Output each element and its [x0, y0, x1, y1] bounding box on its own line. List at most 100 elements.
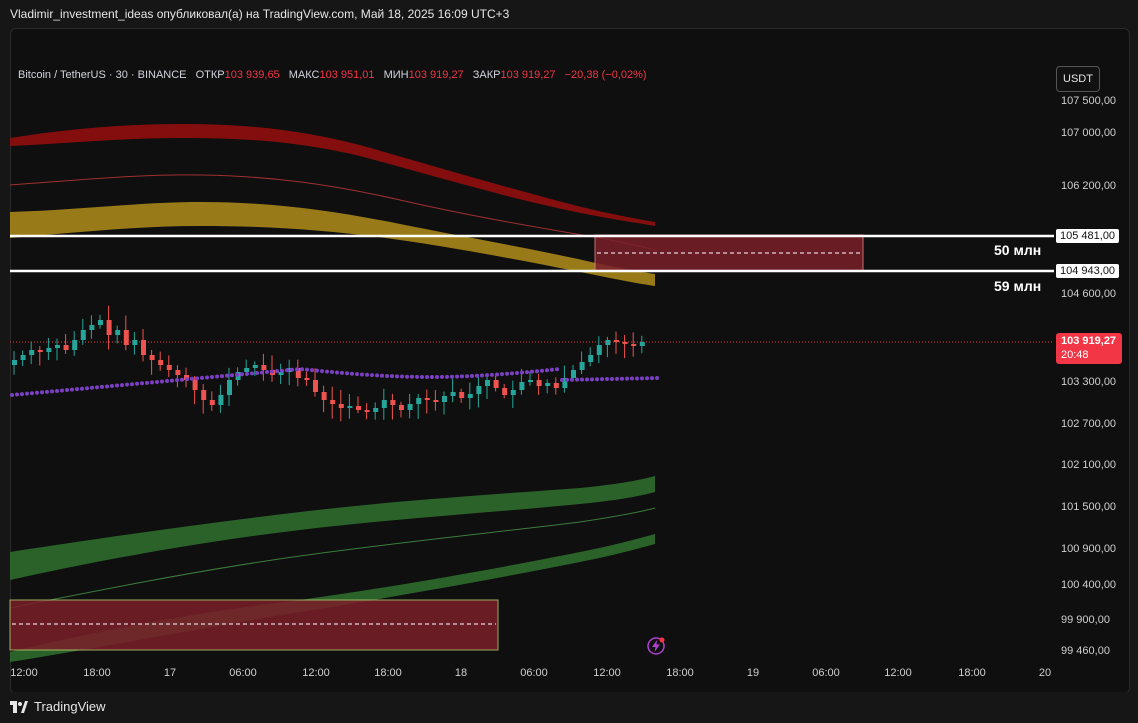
candle-body — [46, 348, 52, 352]
level-price-lower: 104 943,00 — [1056, 264, 1120, 278]
current-price-value: 103 919,27 — [1061, 335, 1117, 347]
vwap-dot — [90, 385, 94, 390]
vwap-dot — [175, 378, 179, 383]
publish-header: Vladimir_investment_ideas опубликовал(а)… — [0, 0, 1138, 28]
vwap-dot — [105, 384, 109, 389]
candle-body — [106, 320, 112, 335]
close-label: ЗАКР — [472, 69, 501, 81]
currency-button[interactable]: USDT — [1056, 66, 1100, 92]
price-axis-label: 100 900,00 — [1061, 543, 1117, 555]
symbol-name[interactable]: Bitcoin / TetherUS · 30 · BINANCE — [18, 69, 187, 81]
vwap-dot — [550, 367, 554, 372]
open-label: ОТКР — [195, 69, 225, 81]
time-axis-label: 18:00 — [666, 667, 694, 679]
chart-area[interactable] — [10, 28, 1130, 694]
vwap-dot — [30, 391, 34, 396]
vwap-dot — [455, 374, 459, 379]
vwap-dot — [310, 368, 314, 373]
vwap-dot — [145, 380, 149, 385]
vwap-dot — [245, 371, 249, 376]
vwap-dot — [430, 374, 434, 379]
vwap-dot — [165, 379, 169, 384]
vwap-dot — [15, 392, 19, 397]
candle-body — [72, 340, 78, 350]
candle-body — [571, 370, 576, 378]
price-axis-label: 107 500,00 — [1061, 95, 1117, 107]
candle-body — [192, 380, 198, 390]
vwap-dot — [240, 372, 244, 377]
vwap-dot — [570, 377, 574, 382]
candle-body — [218, 395, 224, 405]
candle-body — [12, 360, 17, 365]
candle-body — [37, 350, 43, 352]
candle-body — [338, 404, 344, 408]
candle-body — [459, 392, 465, 398]
candle-body — [605, 340, 611, 345]
vwap-dot — [120, 383, 124, 388]
vwap-dot — [55, 388, 59, 393]
time-axis-label: 06:00 — [812, 667, 840, 679]
candle-body — [639, 342, 645, 346]
vwap-dot — [280, 368, 284, 373]
candle-body — [201, 390, 207, 400]
tradingview-logo[interactable]: TradingView — [10, 699, 106, 714]
vwap-dot — [495, 372, 499, 377]
yellow-band — [10, 202, 655, 286]
vwap-dot — [585, 377, 589, 382]
vwap-dot — [150, 380, 154, 385]
vwap-dot — [405, 374, 409, 379]
time-axis-label: 12:00 — [302, 667, 330, 679]
candle-body — [149, 355, 155, 360]
vwap-dot — [65, 388, 69, 393]
vwap-dot — [60, 388, 64, 393]
vwap-dot — [335, 370, 339, 375]
price-axis-label: 104 600,00 — [1061, 288, 1117, 300]
candle-body — [321, 392, 327, 400]
candle-body — [304, 378, 310, 380]
vwap-dot — [625, 376, 629, 381]
lower-zone-box — [9, 599, 499, 651]
vwap-dot — [530, 369, 534, 374]
vwap-dot — [445, 374, 449, 379]
candle-body — [356, 406, 361, 410]
candle-body — [476, 386, 482, 394]
candle-body — [545, 383, 551, 386]
candle-body — [132, 340, 138, 345]
candle-body — [528, 380, 533, 382]
time-axis-label: 18:00 — [83, 667, 111, 679]
time-axis-label: 17 — [163, 667, 177, 679]
candle-body — [209, 400, 215, 405]
candle-body — [63, 345, 69, 350]
vwap-dots — [10, 367, 659, 397]
candle-body — [579, 362, 585, 370]
vwap-dot — [605, 377, 609, 382]
vwap-dot — [580, 377, 584, 382]
candle-body — [115, 330, 121, 335]
vwap-dot — [85, 386, 89, 391]
candle-body — [510, 390, 516, 395]
vwap-dot — [360, 372, 364, 377]
vwap-dot — [25, 391, 29, 396]
vwap-dot — [595, 377, 599, 382]
vwap-dot — [425, 374, 429, 379]
vwap-dot — [395, 374, 399, 379]
candle-body — [330, 400, 336, 404]
vwap-dot — [545, 368, 549, 373]
price-axis-label: 99 900,00 — [1061, 614, 1110, 626]
footer-bar — [0, 692, 1138, 723]
low-value: 103 919,27 — [408, 69, 464, 81]
candle-body — [399, 405, 404, 410]
lightning-alert-icon[interactable] — [646, 636, 666, 656]
vwap-dot — [640, 376, 644, 381]
vwap-dot — [485, 373, 489, 378]
vwap-dot — [600, 377, 604, 382]
vwap-dot — [180, 377, 184, 382]
time-axis-label: 19 — [746, 667, 760, 679]
vwap-dot — [410, 374, 414, 379]
vwap-dot — [355, 372, 359, 377]
vwap-dot — [275, 369, 279, 374]
candle-body — [244, 368, 250, 372]
vwap-dot — [390, 374, 394, 379]
candle-body — [364, 410, 370, 412]
